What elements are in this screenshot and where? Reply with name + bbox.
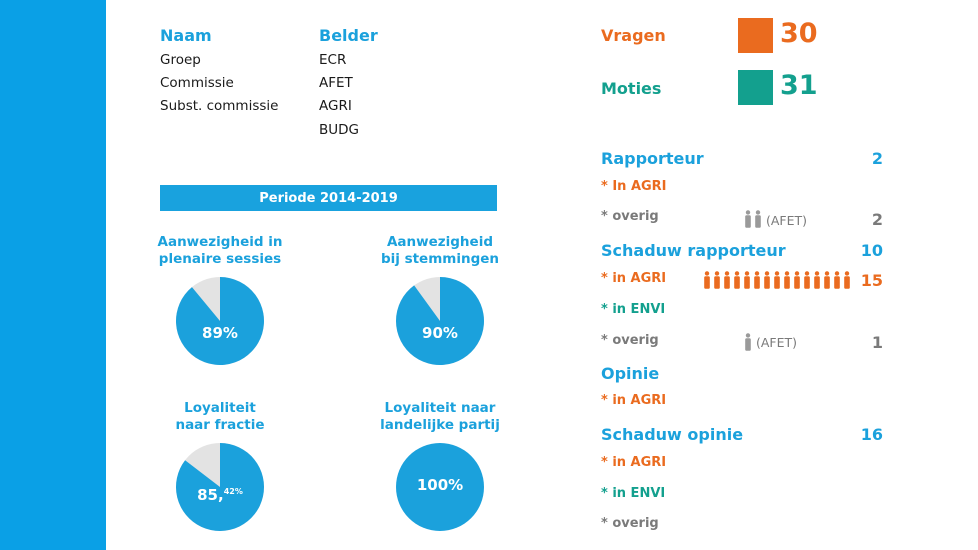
rapporteur-in-agri: * In AGRI [601,179,667,194]
metric-title-fractie: Loyaliteit naar fractie [175,400,265,433]
opinie-label: Opinie [601,364,660,383]
pie-slice-value [176,443,264,531]
sidebar-stripe [0,0,106,550]
vragen-square [738,18,773,53]
person-icon [724,271,730,289]
pie-label-stemmingen: 90% [422,324,458,342]
rapporteur-label: Rapporteur [601,149,704,168]
pie-slice-value [176,277,264,365]
profile-label-groep: Groep [160,52,201,68]
schaduw-rapporteur-overig: * overig [601,333,659,348]
schaduw-rapporteur-agri-figures [703,271,853,293]
person-icon [744,271,750,289]
person-icon [784,271,790,289]
pie-slice-value [396,277,484,365]
person-icon [704,271,710,289]
pie-slice-value [396,443,484,531]
schaduw-opinie-in-envi: * in ENVI [601,486,666,501]
person-icon [714,271,720,289]
metric-title-plenaire: Aanwezigheid in plenaire sessies [157,234,283,267]
schaduw-opinie-in-agri: * in AGRI [601,455,667,470]
profile-value-commissie: AFET [319,75,353,91]
vragen-value: 30 [780,18,818,49]
schaduw-rapporteur-overig-note: (AFET) [756,335,798,350]
schaduw-rapporteur-label: Schaduw rapporteur [601,241,786,260]
schaduw-rapporteur-in-envi: * in ENVI [601,302,666,317]
schaduw-opinie-overig: * overig [601,516,659,531]
person-icon [755,210,761,228]
rapporteur-overig-figures [744,210,764,232]
profile-value-subst-2: BUDG [319,122,359,138]
profile-label-subst-commissie: Subst. commissie [160,98,279,114]
person-icon [824,271,830,289]
rapporteur-value: 2 [871,149,883,168]
moties-square [738,70,773,105]
rapporteur-overig: * overig [601,209,659,224]
schaduw-opinie-label: Schaduw opinie [601,425,744,444]
opinie-in-agri: * in AGRI [601,393,667,408]
person-icon [804,271,810,289]
profile-value-subst-1: AGRI [319,98,352,114]
person-icon [844,271,850,289]
person-icon [794,271,800,289]
pie-partij [396,443,484,531]
period-banner: Periode 2014-2019 [160,185,497,211]
person-icon [734,271,740,289]
profile-value-group: ECR [319,52,347,68]
pie-label-fractie: 85,42% [197,486,243,504]
schaduw-rapporteur-overig-figures [744,333,754,355]
schaduw-rapporteur-in-agri: * in AGRI [601,271,667,286]
pie-label-plenaire: 89% [202,324,238,342]
pie-label-partij: 100% [416,476,464,494]
belder-header: Belder [319,26,378,45]
naam-header: Naam [160,26,212,45]
schaduw-opinie-value: 16 [860,425,883,444]
person-icon [754,271,760,289]
schaduw-rapporteur-agri-value: 15 [860,271,883,290]
pie-stemmingen [396,277,484,365]
moties-value: 31 [780,70,818,101]
person-icon [814,271,820,289]
schaduw-rapporteur-overig-value: 1 [871,333,883,352]
profile-label-commissie: Commissie [160,75,234,91]
moties-label: Moties [601,79,662,98]
person-icon [745,333,751,351]
vragen-label: Vragen [601,26,666,45]
person-icon [745,210,751,228]
metric-title-stemmingen: Aanwezigheid bij stemmingen [380,234,500,267]
schaduw-rapporteur-value: 10 [860,241,883,260]
rapporteur-overig-value: 2 [871,210,883,229]
person-icon [774,271,780,289]
rapporteur-overig-note: (AFET) [766,213,808,228]
pie-fractie [176,443,264,531]
person-icon [834,271,840,289]
pie-plenaire [176,277,264,365]
metric-title-partij: Loyaliteit naar landelijke partij [380,400,500,433]
person-icon [764,271,770,289]
